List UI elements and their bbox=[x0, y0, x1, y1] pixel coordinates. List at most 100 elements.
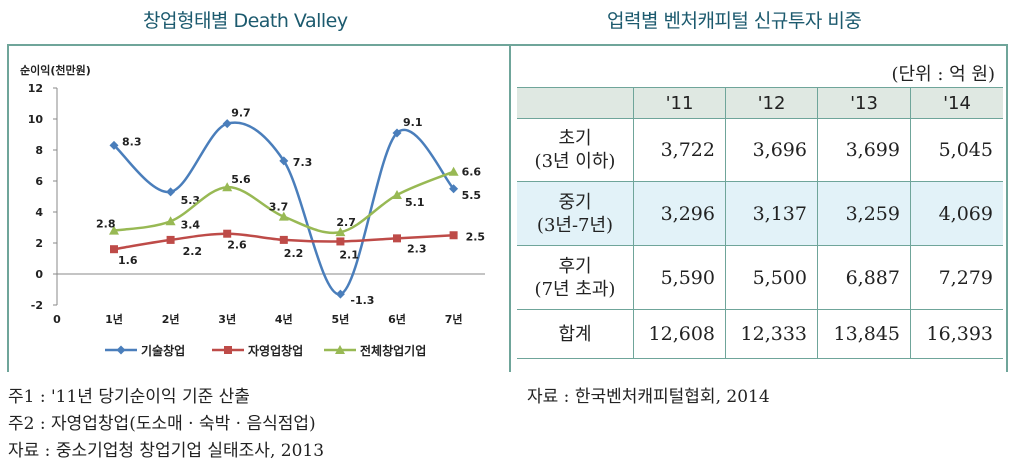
data-label: 5.5 bbox=[462, 189, 482, 202]
row-label-line: 후기 bbox=[558, 255, 592, 277]
data-point bbox=[222, 182, 233, 192]
data-label: 3.4 bbox=[181, 218, 201, 231]
y-tick-label: 8 bbox=[35, 144, 43, 157]
column-header: '14 bbox=[910, 87, 1003, 119]
legend-marker bbox=[116, 345, 126, 355]
data-point bbox=[166, 187, 176, 197]
table-cell: 3,722 bbox=[633, 118, 726, 182]
legend-label: 자영업창업 bbox=[248, 343, 303, 358]
data-point bbox=[223, 229, 232, 238]
legend-marker bbox=[224, 346, 232, 354]
data-point bbox=[335, 227, 346, 237]
table-row: 후기 (7년 초과) 5,590 5,500 6,887 7,279 bbox=[517, 245, 1003, 310]
data-point bbox=[222, 119, 232, 129]
data-point bbox=[449, 231, 458, 240]
table-row: 초기 (3년 이하) 3,722 3,696 3,699 5,045 bbox=[517, 118, 1003, 182]
table-title: 업력별 벤처캐피털 신규투자 비중 bbox=[607, 10, 862, 32]
note-source-left: 자료 : 중소기업청 창업기업 실태조사, 2013 bbox=[8, 441, 325, 461]
legend-marker bbox=[335, 345, 345, 354]
table-row: 중기 (3년-7년) 3,296 3,137 3,259 4,069 bbox=[517, 181, 1003, 246]
line-chart: 순이익(천만원) -2 0 2 4 6 8 10 12 0 1년 2년 3년 4년 5년 6년 7년 8.3 5.3… bbox=[20, 63, 486, 358]
table-cell: 5,045 bbox=[910, 118, 1003, 182]
y-tick-label: 6 bbox=[35, 175, 43, 188]
data-point bbox=[109, 140, 119, 150]
investment-table: '11'12'13'14 초기 (3년 이하) 3,722 3,696 3,699 5,0… bbox=[517, 87, 1003, 359]
table-cell: 4,069 bbox=[910, 181, 1003, 246]
data-label: 2.2 bbox=[183, 245, 203, 258]
data-label: 5.6 bbox=[231, 173, 251, 186]
data-point bbox=[165, 216, 176, 226]
table-cell: 3,137 bbox=[725, 181, 818, 246]
data-label: 2.7 bbox=[336, 216, 356, 229]
x-tick-label: 1년 bbox=[105, 312, 123, 326]
data-label: 2.5 bbox=[466, 230, 486, 243]
table-cell: 5,590 bbox=[633, 245, 726, 310]
legend-label: 기술창업 bbox=[141, 343, 185, 358]
x-tick-label: 7년 bbox=[445, 312, 463, 326]
row-label: 초기 (3년 이하) bbox=[517, 118, 634, 182]
data-label: 2.8 bbox=[96, 218, 116, 231]
table-cell: 6,887 bbox=[817, 245, 911, 310]
table-cell: 12,333 bbox=[725, 309, 818, 359]
data-label: 9.1 bbox=[403, 116, 423, 129]
y-tick-label: 12 bbox=[28, 82, 43, 95]
data-label: 8.3 bbox=[122, 135, 142, 148]
x-tick-label: 2년 bbox=[162, 312, 180, 326]
y-tick-label: 0 bbox=[35, 268, 43, 281]
data-label: 9.7 bbox=[231, 107, 251, 120]
data-point bbox=[448, 166, 459, 176]
column-header: '13 bbox=[817, 87, 911, 119]
row-label: 합계 bbox=[517, 309, 634, 359]
data-point bbox=[278, 211, 289, 221]
content-frame bbox=[7, 44, 1008, 372]
row-label-line: 합계 bbox=[558, 323, 592, 345]
row-label: 중기 (3년-7년) bbox=[517, 181, 634, 246]
y-tick-label: 10 bbox=[28, 113, 44, 126]
row-label: 후기 (7년 초과) bbox=[517, 245, 634, 310]
table-row: 합계 12,608 12,333 13,845 16,393 bbox=[517, 309, 1003, 359]
x-tick-label: 5년 bbox=[332, 312, 350, 326]
table-header-row: '11'12'13'14 bbox=[517, 87, 1003, 119]
note-1: 주1 : '11년 당기순이익 기준 산출 bbox=[8, 387, 250, 407]
y-axis-title: 순이익(천만원) bbox=[20, 63, 91, 77]
data-label: 2.1 bbox=[339, 248, 359, 261]
table-cell: 16,393 bbox=[910, 309, 1003, 359]
table-cell: 3,699 bbox=[817, 118, 911, 182]
data-label: 2.6 bbox=[227, 239, 247, 252]
row-label-line: 중기 bbox=[558, 191, 592, 213]
y-tick-label: 2 bbox=[35, 237, 43, 250]
data-point bbox=[110, 245, 118, 254]
x-tick-label: 4년 bbox=[275, 312, 293, 326]
data-label: 1.6 bbox=[118, 254, 138, 267]
data-label: 2.3 bbox=[407, 242, 427, 255]
data-point bbox=[166, 235, 175, 244]
x-origin-label: 0 bbox=[53, 313, 61, 326]
x-tick-label: 3년 bbox=[218, 312, 236, 326]
table-cell: 12,608 bbox=[633, 309, 726, 359]
notes-left: 주1 : '11년 당기순이익 기준 산출 주2 : 자영업창업(도소매 · 숙… bbox=[8, 384, 324, 465]
data-point bbox=[392, 128, 402, 138]
data-label: 7.3 bbox=[293, 156, 313, 169]
legend-label: 전체창업기업 bbox=[360, 343, 426, 358]
column-header: '12 bbox=[725, 87, 818, 119]
row-label-line: (3년-7년) bbox=[536, 214, 614, 236]
data-label: 3.7 bbox=[269, 201, 289, 214]
data-point bbox=[335, 289, 345, 299]
data-point bbox=[392, 189, 402, 199]
row-label-line: 초기 bbox=[558, 128, 592, 149]
unit-label: (단위 : 억 원) bbox=[891, 64, 995, 85]
x-tick-label: 6년 bbox=[388, 312, 406, 326]
data-point bbox=[279, 156, 289, 166]
column-header: '11 bbox=[633, 87, 726, 119]
y-tick-label: -2 bbox=[31, 299, 43, 312]
data-point bbox=[449, 184, 459, 194]
chart-title: 창업형태별 Death Valley bbox=[143, 10, 348, 32]
table-cell: 7,279 bbox=[910, 245, 1003, 310]
data-point bbox=[393, 234, 401, 243]
data-label: 5.1 bbox=[405, 196, 425, 209]
table-cell: 5,500 bbox=[725, 245, 818, 310]
table-cell: 3,296 bbox=[633, 181, 726, 246]
row-label-line: (7년 초과) bbox=[534, 278, 616, 300]
column-header bbox=[517, 87, 634, 119]
